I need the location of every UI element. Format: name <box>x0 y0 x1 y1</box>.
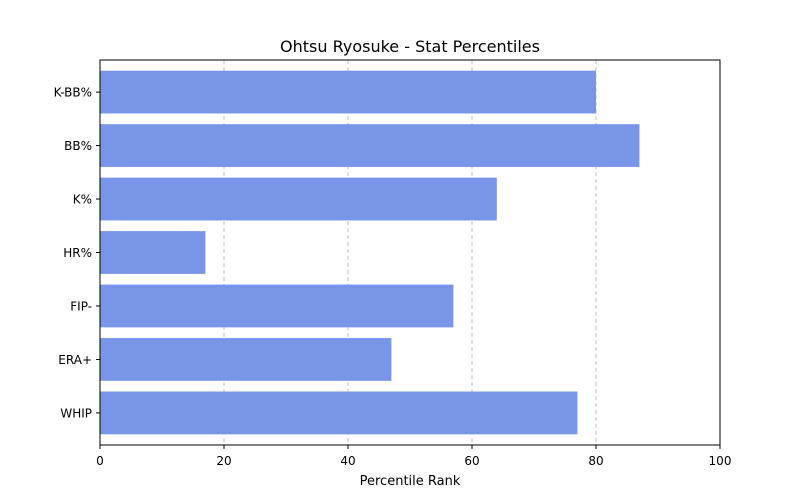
x-axis-label: Percentile Rank <box>360 474 461 489</box>
y-tick-label: K% <box>73 193 92 207</box>
y-axis-ticks: K-BB% BB% K% HR% FIP- ERA+ WHIP <box>54 86 100 420</box>
bar-whip <box>100 391 578 435</box>
bar-hr <box>100 231 206 274</box>
y-tick-label: FIP- <box>70 299 92 313</box>
chart-title: Ohtsu Ryosuke - Stat Percentiles <box>280 37 540 56</box>
y-tick-label: BB% <box>64 139 92 153</box>
x-tick-label: 100 <box>709 454 732 468</box>
x-axis-ticks: 0 20 40 60 80 100 <box>96 445 731 468</box>
bar-series <box>100 70 640 435</box>
bar-era <box>100 338 392 381</box>
y-tick-label: HR% <box>63 246 92 260</box>
x-tick-label: 80 <box>588 454 603 468</box>
x-tick-label: 20 <box>216 454 231 468</box>
x-tick-label: 40 <box>340 454 355 468</box>
bar-bb <box>100 124 640 167</box>
x-tick-label: 60 <box>464 454 479 468</box>
bar-k-bb <box>100 70 596 114</box>
bar-k <box>100 177 497 221</box>
x-tick-label: 0 <box>96 454 104 468</box>
y-tick-label: WHIP <box>60 406 92 420</box>
bar-fip <box>100 284 454 328</box>
y-tick-label: K-BB% <box>54 86 92 100</box>
y-tick-label: ERA+ <box>58 353 92 367</box>
